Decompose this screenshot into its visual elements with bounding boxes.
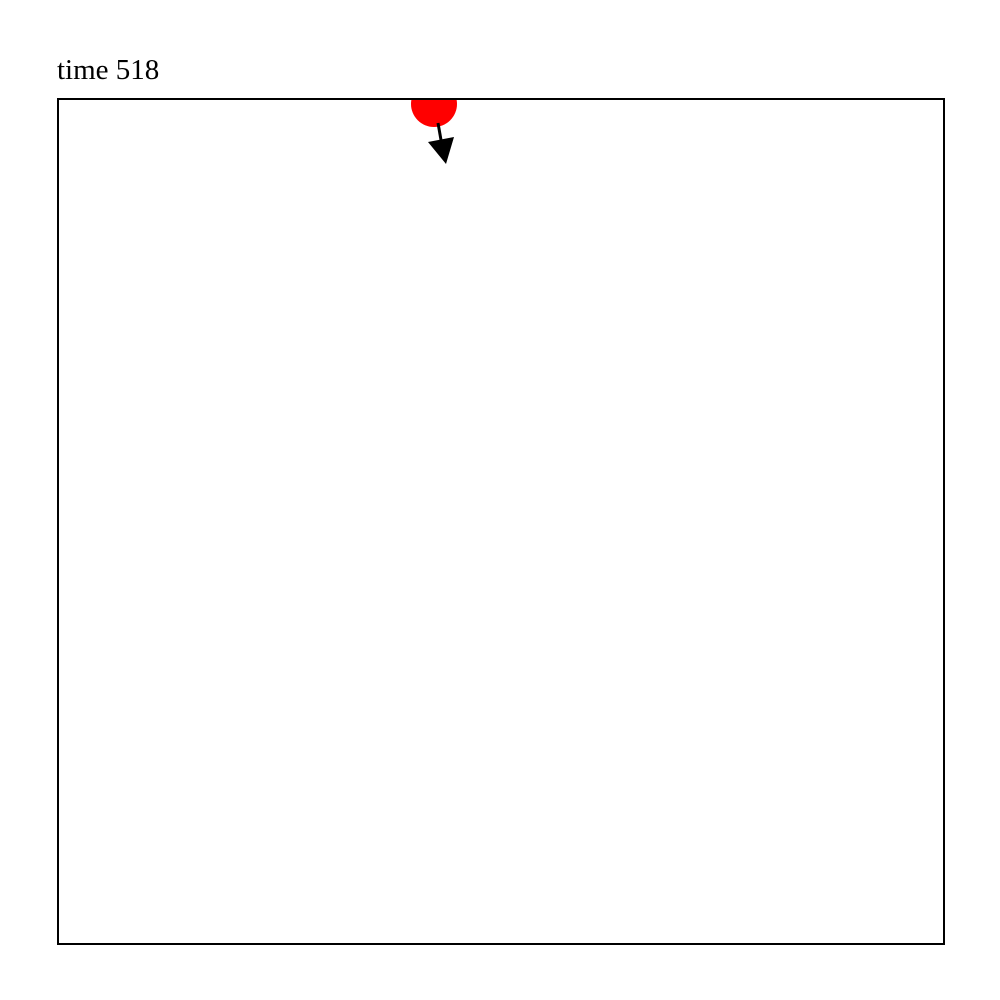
arena-canvas bbox=[411, 100, 457, 164]
red-ball-icon bbox=[411, 100, 457, 127]
time-label: time bbox=[57, 54, 109, 86]
velocity-arrow-shaft bbox=[436, 122, 443, 141]
velocity-arrow-head bbox=[428, 137, 454, 164]
time-title: time 518 bbox=[57, 52, 159, 88]
velocity-arrow-icon bbox=[428, 122, 454, 164]
time-value: 518 bbox=[115, 54, 160, 86]
game-arena bbox=[57, 98, 945, 945]
